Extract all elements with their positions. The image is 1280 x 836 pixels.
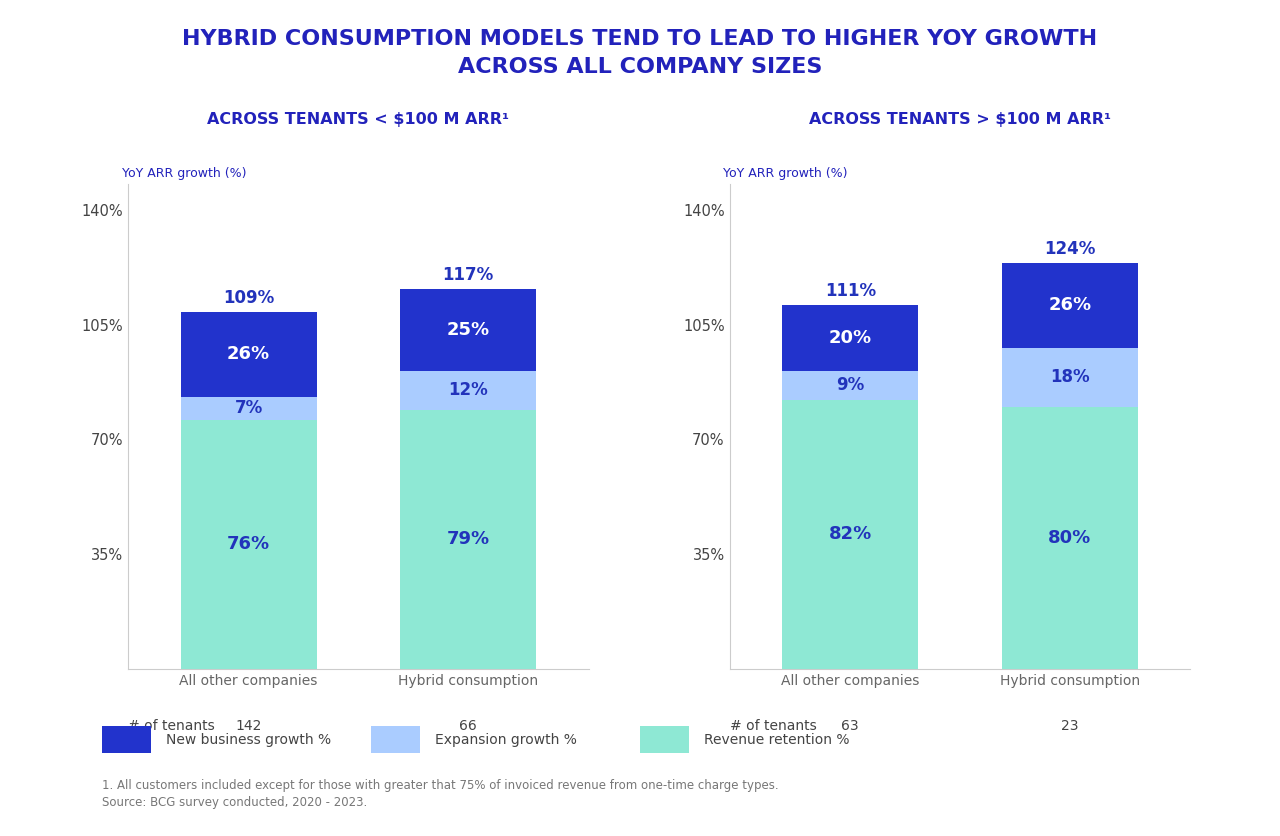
Bar (401, 288, 536, 370)
Text: ACROSS TENANTS < $100 M ARR¹: ACROSS TENANTS < $100 M ARR¹ (207, 112, 509, 127)
Bar (782, 400, 918, 669)
Bar (1002, 406, 1138, 669)
Text: 80%: 80% (1048, 528, 1092, 547)
Text: 109%: 109% (223, 288, 274, 307)
Text: 66: 66 (460, 719, 477, 733)
Text: New business growth %: New business growth % (166, 733, 332, 747)
Text: 18%: 18% (1050, 368, 1089, 386)
Text: 76%: 76% (227, 535, 270, 553)
Bar (782, 370, 918, 400)
Text: 20%: 20% (828, 329, 872, 347)
Text: 26%: 26% (1048, 296, 1092, 314)
Bar (1002, 263, 1138, 348)
Bar (782, 305, 918, 370)
Text: 1. All customers included except for those with greater that 75% of invoiced rev: 1. All customers included except for tho… (102, 779, 780, 793)
Text: ACROSS TENANTS > $100 M ARR¹: ACROSS TENANTS > $100 M ARR¹ (809, 112, 1111, 127)
Text: Source: BCG survey conducted, 2020 - 2023.: Source: BCG survey conducted, 2020 - 202… (102, 796, 367, 809)
Bar (401, 370, 536, 410)
Text: 26%: 26% (227, 345, 270, 364)
Text: 117%: 117% (443, 266, 494, 284)
Text: 9%: 9% (836, 376, 864, 395)
Text: 82%: 82% (828, 526, 872, 543)
Text: Expansion growth %: Expansion growth % (435, 733, 577, 747)
Text: YoY ARR growth (%): YoY ARR growth (%) (122, 166, 246, 180)
Text: 25%: 25% (447, 321, 490, 339)
Bar (401, 410, 536, 669)
Text: 23: 23 (1061, 719, 1079, 733)
Text: HYBRID CONSUMPTION MODELS TEND TO LEAD TO HIGHER YOY GROWTH: HYBRID CONSUMPTION MODELS TEND TO LEAD T… (183, 29, 1097, 49)
Bar (180, 397, 316, 420)
Bar (1002, 348, 1138, 406)
Text: 63: 63 (841, 719, 859, 733)
Text: ACROSS ALL COMPANY SIZES: ACROSS ALL COMPANY SIZES (458, 57, 822, 77)
Text: 79%: 79% (447, 530, 490, 548)
Text: 124%: 124% (1044, 240, 1096, 257)
Text: 7%: 7% (234, 400, 262, 417)
Bar (180, 312, 316, 397)
Text: 111%: 111% (824, 283, 876, 300)
Text: 12%: 12% (448, 381, 488, 400)
Text: # of tenants: # of tenants (128, 719, 215, 733)
Text: Revenue retention %: Revenue retention % (704, 733, 850, 747)
Bar (180, 420, 316, 669)
Text: YoY ARR growth (%): YoY ARR growth (%) (723, 166, 847, 180)
Text: 142: 142 (236, 719, 262, 733)
Text: # of tenants: # of tenants (730, 719, 817, 733)
